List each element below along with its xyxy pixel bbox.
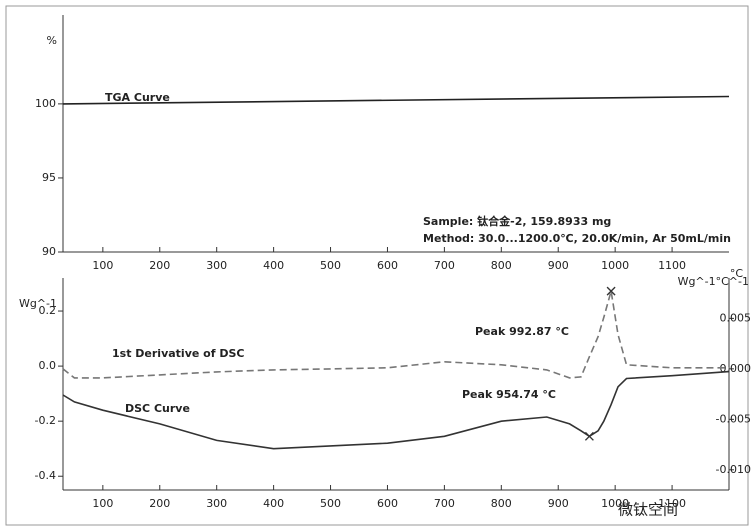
frame — [5, 5, 749, 526]
y-tick-label: 90 — [42, 245, 56, 258]
series-line — [62, 370, 730, 450]
x-tick-label: 1000 — [601, 497, 629, 510]
series-name: 1st Derivative of DSC — [112, 347, 244, 360]
peak-marker — [584, 431, 594, 441]
y-tick-label: 0.2 — [39, 304, 57, 317]
annotation: Method: 30.0...1200.0℃, 20.0K/min, Ar 50… — [423, 232, 731, 245]
y2-axis-label: Wg^-1°C^-1 — [678, 275, 749, 288]
series-line — [62, 95, 730, 105]
x-tick-label: 200 — [149, 497, 170, 510]
x-tick-label: 300 — [206, 497, 227, 510]
x-tick-label: 800 — [491, 259, 512, 272]
x-tick-label: 100 — [92, 259, 113, 272]
peak-label: Peak 954.74 °C — [462, 388, 556, 401]
series-name: DSC Curve — [125, 402, 190, 415]
x-tick-label: 500 — [320, 497, 341, 510]
x-tick-label: 500 — [320, 259, 341, 272]
y-tick-label: 95 — [42, 171, 56, 184]
x-tick-label: 300 — [206, 259, 227, 272]
x-tick-label: 900 — [548, 259, 569, 272]
x-tick-label: 800 — [491, 497, 512, 510]
x-tick-label: 400 — [263, 259, 284, 272]
x-tick-label: 200 — [149, 259, 170, 272]
y-tick-label: -0.4 — [35, 469, 56, 482]
x-tick-label: 700 — [434, 497, 455, 510]
y-axis-label: % — [47, 34, 57, 47]
x-tick-label: 700 — [434, 259, 455, 272]
x-tick-label: 1000 — [601, 259, 629, 272]
x-tick-label: 1100 — [658, 497, 686, 510]
y2-tick-label: 0.005 — [720, 311, 752, 324]
x-tick-label: 600 — [377, 497, 398, 510]
annotation: Sample: 钛合金-2, 159.8933 mg — [423, 214, 611, 228]
x-tick-label: 1100 — [658, 259, 686, 272]
peak-label: Peak 992.87 °C — [475, 325, 569, 338]
series-name: TGA Curve — [105, 91, 170, 104]
x-tick-label: 400 — [263, 497, 284, 510]
y2-tick-label: -0.005 — [716, 412, 751, 425]
series-line — [62, 290, 729, 379]
x-tick-label: 100 — [92, 497, 113, 510]
y-axis-label: Wg^-1 — [19, 297, 57, 310]
watermark: 微钛空间 — [618, 501, 678, 519]
y-tick-label: -0.2 — [35, 414, 56, 427]
y-tick-label: 0.0 — [39, 359, 57, 372]
x-axis-unit: °C — [730, 267, 744, 280]
peak-marker — [606, 286, 616, 296]
y-tick-label: 100 — [35, 97, 56, 110]
y2-tick-label: -0.010 — [716, 463, 751, 476]
x-tick-label: 900 — [548, 497, 569, 510]
x-tick-label: 600 — [377, 259, 398, 272]
